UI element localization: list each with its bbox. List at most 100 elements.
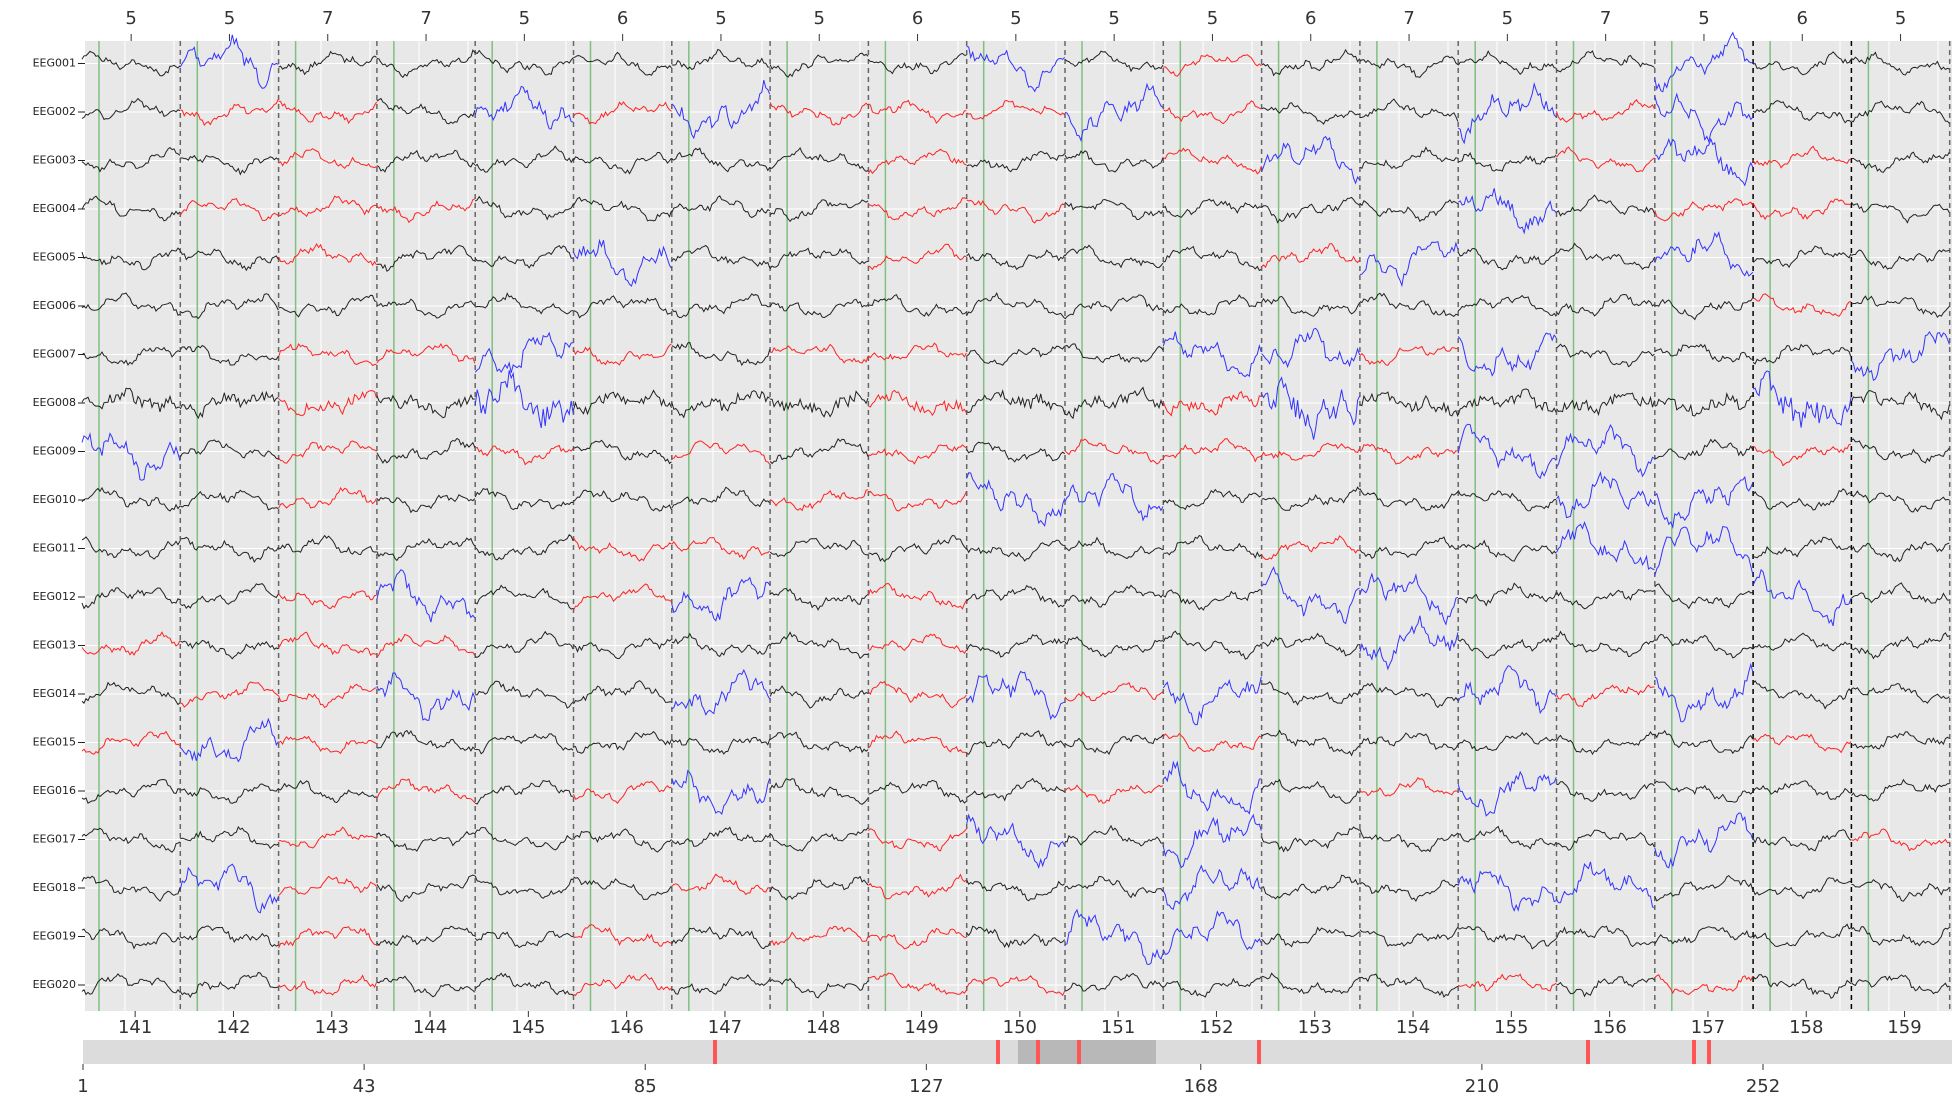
time-tick-label: 145	[511, 1017, 545, 1038]
trace	[376, 49, 476, 79]
trace	[1064, 198, 1164, 221]
trace	[1654, 137, 1754, 187]
annotation-marker	[1077, 1040, 1081, 1064]
trace	[1654, 475, 1754, 529]
scroll-tick-label: 127	[909, 1076, 943, 1097]
trace	[573, 924, 672, 947]
trace	[1457, 665, 1557, 715]
trace	[1556, 194, 1655, 217]
channel-label: EEG014	[33, 687, 76, 700]
trace	[966, 539, 1065, 562]
trace	[1162, 813, 1262, 869]
channel-label: EEG018	[33, 881, 76, 894]
trace	[278, 486, 378, 509]
trace	[1457, 870, 1557, 912]
trace	[474, 827, 574, 851]
trace	[966, 99, 1066, 120]
trace	[1752, 145, 1852, 169]
trace	[671, 737, 771, 755]
trace	[1654, 812, 1754, 869]
trace	[1064, 472, 1164, 522]
trace	[1556, 146, 1655, 173]
trace	[868, 52, 967, 75]
trace	[1162, 630, 1262, 660]
scroll-tick-label: 168	[1184, 1076, 1218, 1097]
scrollbar[interactable]	[83, 1040, 1952, 1064]
channel-label: EEG013	[33, 639, 76, 652]
trace	[1752, 829, 1852, 852]
trace	[180, 783, 279, 804]
trace	[179, 34, 279, 89]
trace	[376, 633, 476, 658]
trace	[1752, 198, 1852, 221]
annotation-marker	[713, 1040, 717, 1064]
trace	[1851, 438, 1950, 464]
trace	[1457, 82, 1557, 145]
trace	[1064, 584, 1164, 608]
trace	[278, 875, 377, 896]
trace	[769, 437, 869, 465]
trace	[278, 148, 377, 170]
trace	[180, 293, 279, 320]
trace	[573, 343, 672, 366]
trace	[868, 779, 967, 804]
trace	[1261, 874, 1360, 900]
trace	[1654, 874, 1754, 902]
trace	[868, 534, 967, 563]
trace	[671, 293, 770, 319]
trace	[868, 633, 967, 655]
trace	[1064, 343, 1164, 364]
scrollbar-thumb[interactable]	[1018, 1040, 1156, 1064]
trace	[966, 292, 1066, 319]
trace	[868, 490, 967, 512]
trace	[1064, 682, 1164, 702]
trace	[1752, 343, 1852, 365]
time-tick-label: 151	[1101, 1017, 1135, 1038]
trace	[769, 778, 869, 805]
epoch-count: 5	[814, 8, 825, 29]
trace	[1458, 151, 1557, 172]
trace	[1851, 778, 1950, 802]
epoch-count: 5	[1895, 8, 1906, 29]
trace	[573, 680, 672, 705]
trace	[1752, 568, 1852, 627]
trace	[1261, 566, 1360, 625]
trace	[1851, 878, 1950, 902]
trace	[1752, 733, 1852, 754]
trace	[1359, 615, 1459, 671]
trace	[1556, 630, 1655, 658]
trace	[1261, 442, 1361, 461]
trace	[180, 681, 279, 708]
trace	[1064, 386, 1164, 420]
epoch-count: 5	[715, 8, 726, 29]
channel-label: EEG011	[33, 542, 76, 555]
trace	[1359, 345, 1459, 366]
trace	[966, 199, 1065, 224]
trace	[474, 370, 574, 428]
trace	[376, 874, 476, 902]
trace	[1163, 976, 1262, 998]
trace	[376, 393, 475, 419]
trace	[1162, 390, 1262, 417]
trace	[1162, 864, 1262, 911]
trace	[1654, 780, 1754, 803]
trace	[278, 974, 378, 996]
trace	[1752, 923, 1852, 948]
trace	[868, 294, 967, 317]
trace	[1556, 99, 1655, 123]
trace	[1261, 48, 1361, 77]
trace	[81, 146, 181, 173]
trace	[1064, 82, 1164, 143]
trace	[1359, 536, 1459, 559]
trace	[1162, 438, 1262, 463]
trace	[769, 102, 869, 126]
trace	[1261, 135, 1361, 185]
trace	[1851, 295, 1950, 319]
trace	[671, 826, 771, 847]
epoch-count: 5	[519, 8, 530, 29]
annotation-marker	[1036, 1040, 1040, 1064]
time-tick-label: 142	[216, 1017, 250, 1038]
scroll-tick-label: 210	[1465, 1076, 1499, 1097]
trace	[1654, 730, 1754, 755]
trace	[1850, 330, 1950, 381]
